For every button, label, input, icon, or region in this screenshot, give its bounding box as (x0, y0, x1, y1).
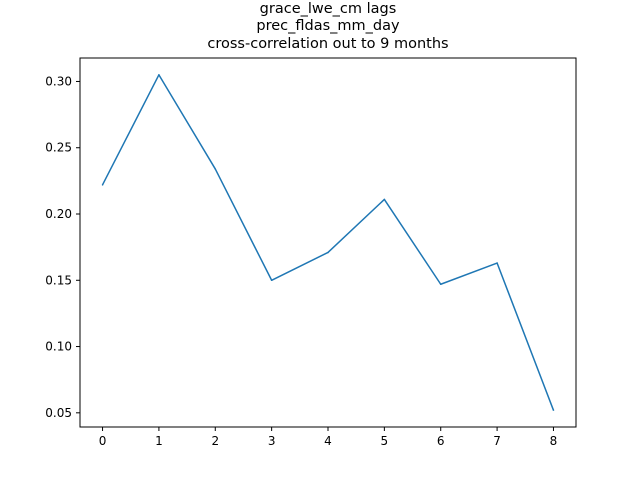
x-tick-label: 0 (99, 434, 107, 448)
data-point (158, 74, 160, 76)
y-tick-label: 0.25 (45, 141, 72, 155)
x-tick-label: 4 (324, 434, 332, 448)
y-axis-ticks: 0.05 0.10 0.15 0.20 0.25 0.30 (45, 74, 80, 420)
x-tick-label: 5 (381, 434, 389, 448)
data-point (439, 283, 442, 286)
title-line-1: grace_lwe_cm lags (260, 1, 397, 17)
title-line-3: cross-correlation out to 9 months (207, 36, 448, 52)
data-point (101, 184, 104, 186)
y-tick-label: 0.05 (45, 406, 72, 420)
x-axis-ticks: 0 1 2 3 4 5 6 7 8 (99, 427, 558, 448)
data-point (383, 198, 386, 201)
data-point (327, 251, 329, 254)
x-tick-label: 8 (550, 434, 558, 448)
data-point (496, 262, 498, 264)
y-tick-label: 0.10 (45, 340, 72, 354)
x-tick-label: 3 (268, 434, 276, 448)
x-tick-label: 1 (155, 434, 163, 448)
data-point (214, 168, 217, 170)
plot-frame (79, 57, 577, 428)
x-tick-label: 7 (493, 434, 501, 448)
series-layer (101, 74, 555, 411)
y-tick-label: 0.20 (45, 207, 72, 221)
chart-title: grace_lwe_cm lags prec_fldas_mm_day cros… (207, 1, 448, 52)
data-point (270, 279, 273, 282)
title-line-2: prec_fldas_mm_day (256, 18, 400, 34)
y-tick-label: 0.15 (45, 273, 72, 287)
x-tick-label: 6 (437, 434, 445, 448)
y-tick-label: 0.30 (45, 74, 72, 88)
data-point (552, 409, 555, 411)
x-tick-label: 2 (211, 434, 219, 448)
